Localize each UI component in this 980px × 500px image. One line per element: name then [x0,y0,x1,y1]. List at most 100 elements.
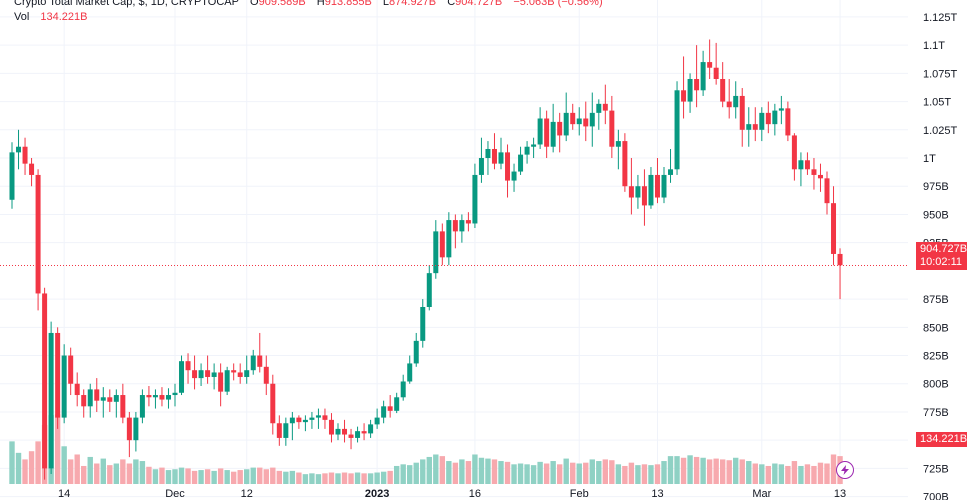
candle-body [531,144,537,147]
volume-bar [22,459,28,484]
volume-bar [172,469,178,484]
volume-bar [661,461,667,484]
candle-body [563,112,569,136]
volume-bar [530,465,537,484]
candle-body [315,415,321,418]
candle-body [133,417,139,441]
candle-body [491,148,497,164]
candle-body [765,112,771,125]
candle-body [296,417,302,423]
volume-bar [250,467,256,484]
candle-body [100,397,106,401]
candle-body [641,186,647,206]
candle-body [270,383,276,424]
volume-bar [198,470,204,484]
candle-body [342,428,348,435]
candle-body [387,406,393,411]
volume-bar [133,459,139,484]
volume-bar [420,459,426,484]
candle-body [622,141,628,187]
volume-bar [596,461,602,484]
candle-body [681,90,687,102]
volume-bar [407,465,413,484]
volume-bar [472,454,478,484]
volume-bar [700,457,706,484]
volume-legend: Vol 134.221B [14,11,87,23]
price-tick-label: 1.1T [923,40,945,52]
volume-bar [680,457,687,484]
candle-body [179,361,185,393]
candle-body [29,163,35,175]
candle-body [35,174,41,294]
volume-bar [178,467,185,484]
volume-bar [35,441,41,484]
candle-body [16,146,22,153]
volume-bar [393,465,400,484]
volume-bar [94,463,100,484]
volume-bars [9,414,843,484]
time-tick-label: Dec [165,488,185,500]
volume-bar [589,459,595,484]
volume-bar [804,464,811,484]
candle-body [322,415,328,420]
volume-bar [504,461,511,484]
volume-bar [433,454,439,484]
volume-bar [341,472,348,484]
volume-bar [322,473,328,484]
volume-bar [609,460,615,484]
volume-bar [765,465,772,484]
candle-body [146,395,152,398]
volume-bar [309,473,315,484]
volume-bar [367,473,374,484]
candle-body [165,395,171,400]
candle-body [205,370,211,377]
time-tick-label: 2023 [365,488,389,500]
volume-bar [9,441,15,484]
candle-body [674,90,680,170]
volume-bar [224,470,230,484]
candle-body [439,231,445,258]
volume-bar [302,474,309,484]
volume-bar [15,452,22,484]
volume-bar [713,458,719,484]
volume-bar [217,468,224,484]
volume-bar [635,465,641,484]
candle-body [694,79,700,91]
volume-bar [446,461,452,484]
candle-body [557,121,563,136]
time-tick-label: 13 [651,488,663,500]
volume-bar [185,468,191,484]
symbol-legend: Crypto Total Market Cap, $, 1D, CRYPTOCA… [14,0,603,8]
candle-body [576,118,582,125]
candle-body [583,118,589,127]
volume-bar [674,456,680,484]
volume-bar [263,469,269,484]
volume-bar [693,456,700,484]
candle-body [87,389,93,407]
lightning-icon[interactable] [836,461,854,479]
time-tick-label: 12 [241,488,253,500]
price-tick-label: 950B [923,209,949,221]
price-tick-label: 825B [923,351,949,363]
bar-countdown: 10:02:11 [920,256,963,268]
candle-body [472,174,478,224]
volume-bar [478,457,485,484]
candle-body [361,431,367,434]
candle-body [159,395,165,400]
candle-body [400,381,406,398]
candle-body [726,101,732,108]
candle-body [602,103,608,111]
candle-body [609,110,615,147]
last-price-value: 904.727B [920,243,968,255]
candle-body [107,397,113,402]
volume-bar [583,462,589,484]
volume-bar [830,454,837,484]
candle-body [244,370,250,377]
candle-body [759,112,765,130]
candle-body [791,135,797,170]
candle-body [413,340,419,364]
candle-body [374,417,380,425]
volume-bar [654,464,661,484]
volume-bar [752,463,758,484]
